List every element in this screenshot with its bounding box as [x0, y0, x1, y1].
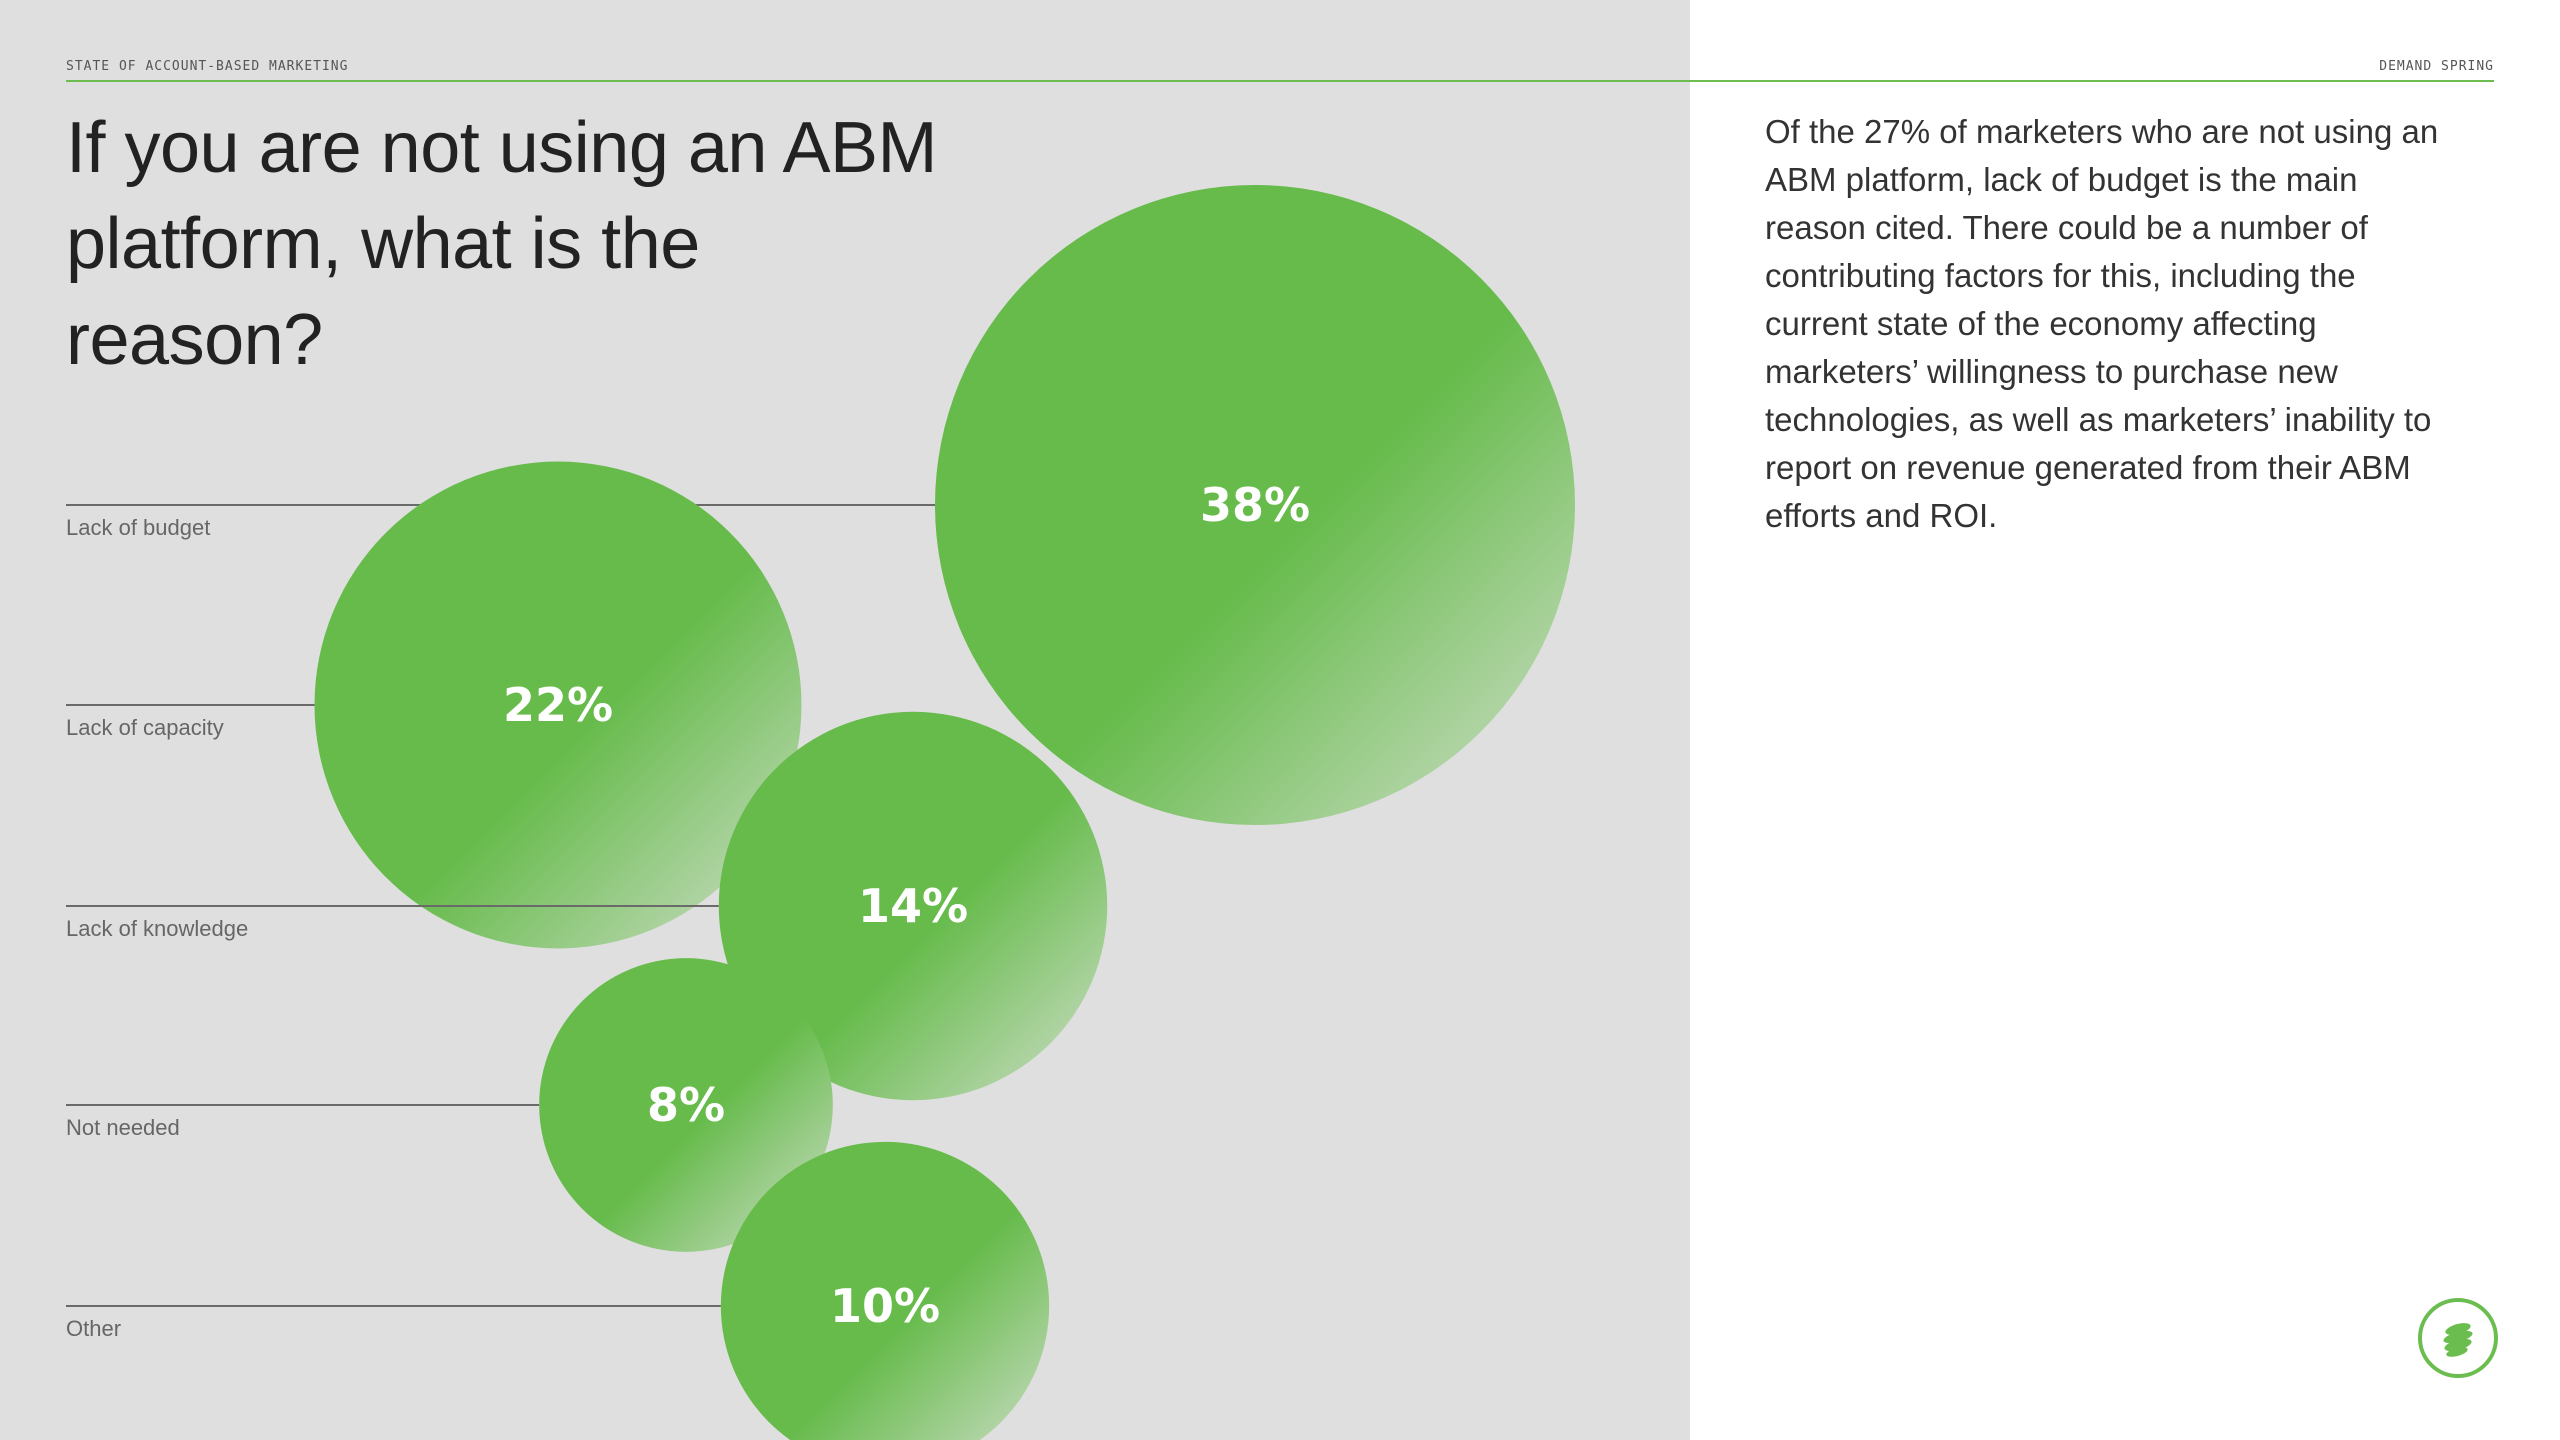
commentary-paragraph: Of the 27% of marketers who are not usin…	[1765, 113, 2439, 534]
bubble-not-needed	[539, 958, 833, 1252]
value-label-other: 10%	[830, 1279, 940, 1333]
category-label-lack-of-knowledge: Lack of knowledge	[66, 916, 248, 941]
leaf-stack-icon	[2443, 1323, 2473, 1357]
header-divider	[66, 80, 2494, 82]
value-label-not-needed: 8%	[647, 1078, 725, 1132]
category-label-not-needed: Not needed	[66, 1115, 180, 1140]
bubble-lack-of-capacity	[314, 461, 802, 949]
value-label-lack-of-knowledge: 14%	[858, 879, 968, 933]
bubble-lack-of-budget	[935, 185, 1575, 825]
category-label-lack-of-budget: Lack of budget	[66, 515, 210, 540]
value-label-lack-of-capacity: 22%	[503, 678, 613, 732]
brand-eyebrow: DEMAND SPRING	[2379, 59, 2494, 74]
report-title-eyebrow: STATE OF ACCOUNT-BASED MARKETING	[66, 59, 349, 74]
category-label-lack-of-capacity: Lack of capacity	[66, 715, 224, 740]
page-title: If you are not using an ABM platform, wh…	[66, 108, 938, 380]
bubble-other	[720, 1141, 1050, 1440]
bubble-chart: Lack of budget 38% Lack of capacity 22% Lack…	[66, 185, 1575, 1440]
value-label-lack-of-budget: 38%	[1200, 478, 1310, 532]
category-label-other: Other	[66, 1316, 121, 1341]
demand-spring-logo-icon[interactable]	[2418, 1298, 2498, 1378]
bubble-lack-of-knowledge	[718, 711, 1108, 1101]
